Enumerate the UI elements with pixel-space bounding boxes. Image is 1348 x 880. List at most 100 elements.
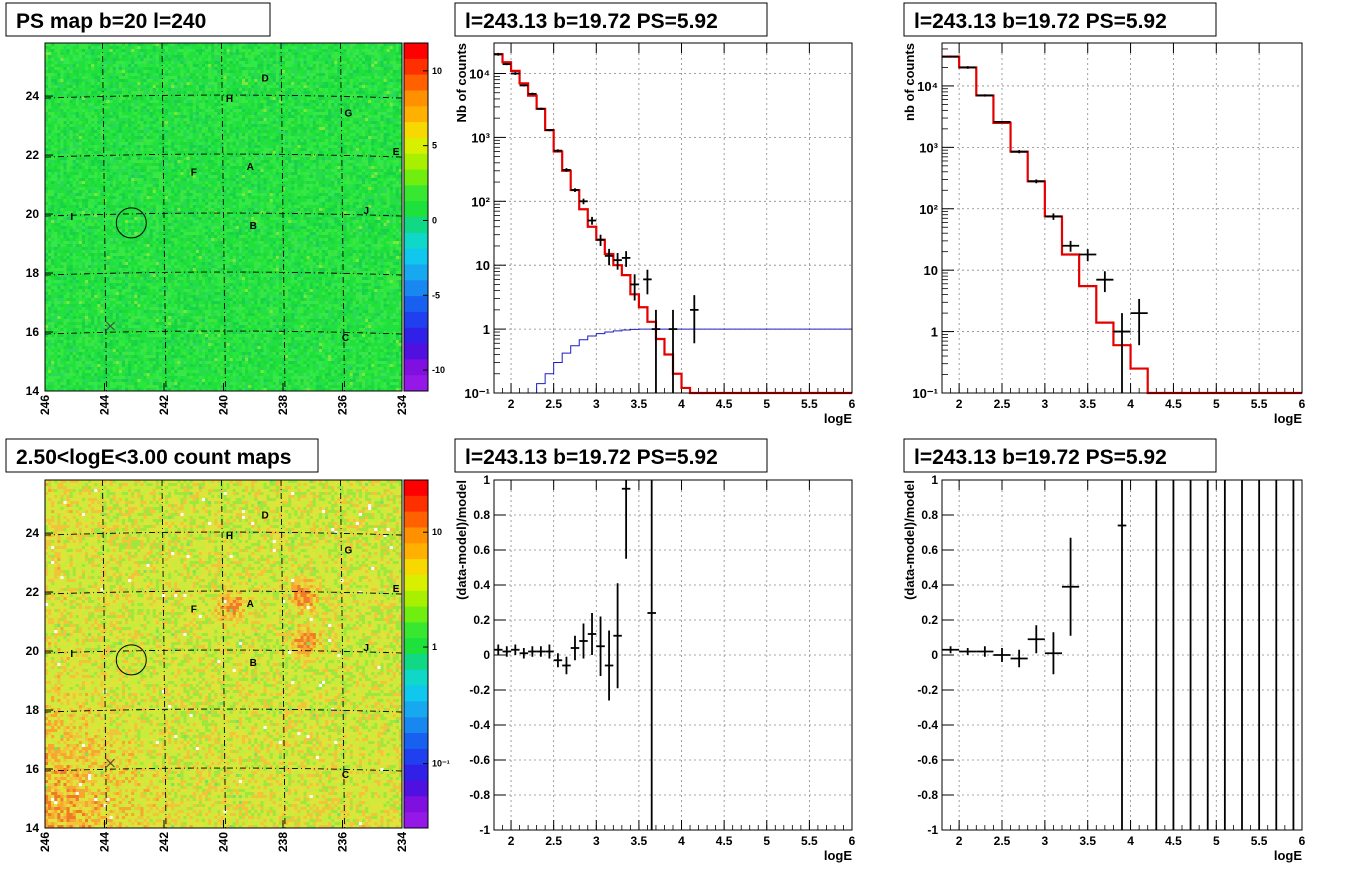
count-map-colorbar-segment	[404, 622, 428, 638]
residual-1-title: l=243.13 b=19.72 PS=5.92	[465, 446, 718, 469]
spectrum-2-xtick-label: 5.5	[1251, 397, 1268, 411]
ps-map-ytick-label: 16	[26, 325, 40, 339]
count-map-colorbar-segment	[404, 559, 428, 575]
spectrum-1-xtick-label: 2	[508, 397, 515, 411]
residual-1-ytick-label: 0	[483, 648, 490, 662]
ps-map-colorbar-segment	[404, 217, 428, 233]
residual-2-xtick-label: 5	[1213, 834, 1220, 848]
residual-1-bg	[494, 480, 852, 830]
ps-map-colorbar-segment	[404, 90, 428, 106]
spectrum-2-xtick-label: 6	[1299, 397, 1306, 411]
count-map-xtick-label: 242	[157, 832, 171, 852]
count-map-colorbar-segment	[404, 496, 428, 512]
count-map-colorbar-segment	[404, 765, 428, 781]
residual-2-ytick-label: -0.6	[917, 753, 938, 767]
count-map-colorbar-segment	[404, 717, 428, 733]
ps-map-colorbar-segment	[404, 312, 428, 328]
spectrum-2-title: l=243.13 b=19.72 PS=5.92	[914, 10, 1167, 33]
count-map-colorbar-segment	[404, 749, 428, 765]
residual-2-xtick-label: 4.5	[1165, 834, 1182, 848]
spectrum-1-title: l=243.13 b=19.72 PS=5.92	[465, 10, 718, 33]
ps-map-colorbar-segment	[404, 249, 428, 265]
ps-map-xtick-label: 236	[336, 395, 350, 415]
count-map-ytick-label: 24	[26, 526, 40, 540]
residual-2-ytick-label: 0	[931, 648, 938, 662]
residual-2-ytick-label: 0.6	[921, 543, 938, 557]
ps-map-colorbar-label: 0	[432, 215, 437, 225]
source-label-B: B	[250, 221, 257, 232]
ps-map-colorbar-segment	[404, 375, 428, 391]
source-label-H: H	[226, 531, 233, 542]
spectrum-2-ytick-label: 10	[924, 263, 938, 278]
ps-map-colorbar-segment	[404, 154, 428, 170]
count-map-colorbar-label: 10	[432, 527, 442, 537]
residual-2-ytick-label: 0.2	[921, 613, 938, 627]
residual-1-xtick-label: 5.5	[801, 834, 818, 848]
residual-2-ytick-label: -0.4	[917, 718, 938, 732]
residual-1-xlabel: logE	[824, 848, 852, 863]
spectrum-1-xtick-label: 5.5	[801, 397, 818, 411]
residual-1-ytick-label: -0.8	[469, 788, 490, 802]
residual-1-xtick-label: 4	[678, 834, 685, 848]
residual-1-ytick-label: 1	[483, 473, 490, 487]
ps-map-colorbar-segment	[404, 201, 428, 217]
count-map-xtick-label: 238	[276, 832, 290, 852]
ps-map-colorbar-segment	[404, 59, 428, 75]
count-map-ytick-label: 20	[26, 644, 40, 658]
residual-2-xtick-label: 5.5	[1251, 834, 1268, 848]
count-map-colorbar-segment	[404, 686, 428, 702]
count-map-xtick-label: 234	[395, 832, 409, 852]
ps-map-xtick-label: 234	[395, 395, 409, 415]
ps-map-ytick-label: 20	[26, 207, 40, 221]
spectrum-1-ytick-label: 10³	[471, 130, 490, 145]
residual-2-title: l=243.13 b=19.72 PS=5.92	[914, 446, 1167, 469]
ps-map-xtick-label: 246	[38, 395, 52, 415]
count-map-ytick-label: 22	[26, 585, 40, 599]
source-label-F: F	[191, 168, 197, 179]
spectrum-2-xtick-label: 3	[1042, 397, 1049, 411]
ps-map-colorbar-segment	[404, 359, 428, 375]
residual-1-ytick-label: 0.4	[473, 578, 490, 592]
spectrum-1-ytick-label: 1	[483, 322, 490, 337]
ps-map-colorbar-segment	[404, 75, 428, 91]
residual-1-xtick-label: 3.5	[631, 834, 648, 848]
residual-1-xtick-label: 6	[849, 834, 856, 848]
residual-1-ytick-label: 0.8	[473, 508, 490, 522]
residual-2-xtick-label: 2	[956, 834, 963, 848]
source-label-I: I	[70, 649, 73, 660]
count-map-colorbar-segment	[404, 701, 428, 717]
spectrum-1-xtick-label: 4	[678, 397, 685, 411]
count-map-colorbar-segment	[404, 733, 428, 749]
residual-2-ylabel: (data-model)/model	[902, 480, 917, 600]
spectrum-2-xtick-label: 2.5	[994, 397, 1011, 411]
count-map-colorbar-segment	[404, 781, 428, 797]
spectrum-2-xtick-label: 4.5	[1165, 397, 1182, 411]
count-map-colorbar-label: 1	[432, 642, 437, 652]
source-label-J: J	[364, 643, 370, 654]
spectrum-2-ytick-label: 10²	[919, 202, 938, 217]
residual-1-xtick-label: 3	[593, 834, 600, 848]
spectrum-1-ytick-label: 10⁴	[469, 66, 490, 81]
ps-map-colorbar-segment	[404, 122, 428, 138]
residual-2-ytick-label: 1	[931, 473, 938, 487]
residual-1-xtick-label: 2	[508, 834, 515, 848]
residual-2-xlabel: logE	[1274, 848, 1302, 863]
spectrum-2-ytick-label: 10³	[919, 140, 938, 155]
residual-1-ytick-label: -1	[479, 823, 490, 837]
residual-2-ytick-label: -0.2	[917, 683, 938, 697]
count-map-colorbar-segment	[404, 527, 428, 543]
count-map-ytick-label: 16	[26, 762, 40, 776]
count-map-colorbar-segment	[404, 591, 428, 607]
count-map-colorbar-segment	[404, 480, 428, 496]
count-map-colorbar-segment	[404, 670, 428, 686]
ps-map-colorbar-segment	[404, 233, 428, 249]
ps-map-ytick-label: 18	[26, 266, 40, 280]
ps-map-ytick-label: 24	[26, 89, 40, 103]
spectrum-2-ytick-label: 10⁴	[917, 79, 938, 94]
count-map-xtick-label: 236	[336, 832, 350, 852]
